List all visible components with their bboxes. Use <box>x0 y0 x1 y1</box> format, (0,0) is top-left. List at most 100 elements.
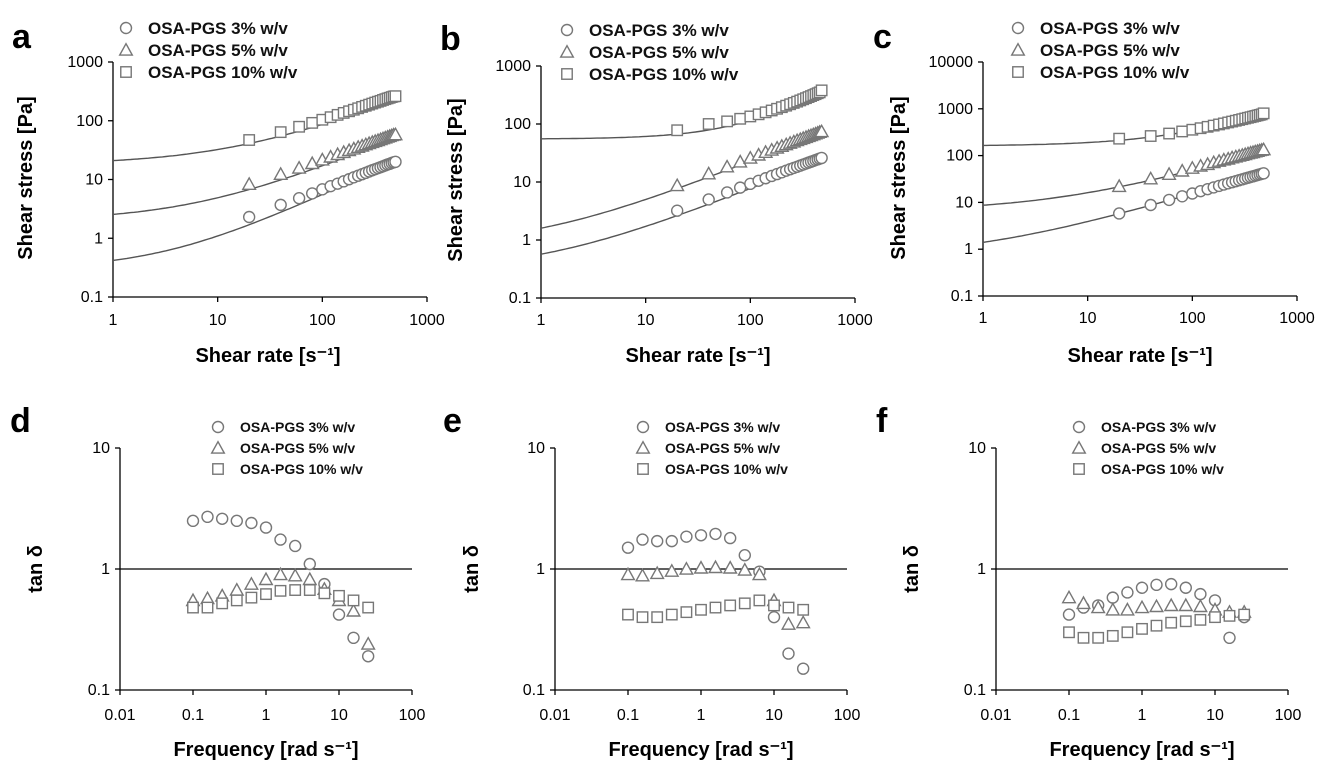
series-square <box>112 90 402 162</box>
legend-label: OSA-PGS 3% w/v <box>1101 419 1216 435</box>
data-point <box>274 533 287 546</box>
data-point <box>274 584 287 597</box>
y-tick-label: 1000 <box>937 101 973 118</box>
x-tick-label: 100 <box>1275 707 1302 724</box>
data-point <box>1175 190 1189 203</box>
legend-marker-square <box>120 66 132 78</box>
data-point <box>702 118 715 130</box>
x-tick-label: 1 <box>1138 707 1147 724</box>
y-tick-label: 0.1 <box>88 682 110 699</box>
data-point <box>782 601 795 614</box>
data-point <box>1164 577 1178 591</box>
panel-letter: e <box>443 402 462 440</box>
data-point <box>361 650 375 663</box>
x-axis-title: Shear rate [s⁻¹] <box>1067 345 1212 367</box>
data-point <box>678 561 694 575</box>
y-tick-label: 1 <box>522 232 531 249</box>
data-point <box>186 514 200 528</box>
data-point <box>332 608 346 621</box>
series-circle <box>540 151 828 255</box>
y-axis-title: tan δ <box>25 545 47 593</box>
data-point <box>1179 615 1192 628</box>
data-point <box>709 527 722 541</box>
data-point <box>245 591 258 604</box>
data-point <box>719 159 735 173</box>
data-point <box>289 584 302 596</box>
legend-label: OSA-PGS 10% w/v <box>665 461 788 477</box>
data-point <box>1178 597 1194 612</box>
legend-label: OSA-PGS 10% w/v <box>589 65 739 84</box>
y-tick-label: 1 <box>964 241 973 258</box>
data-point <box>1112 207 1126 220</box>
x-tick-label: 1000 <box>409 312 445 329</box>
series-circle <box>982 167 1270 244</box>
data-point <box>187 601 199 614</box>
panel-letter: c <box>873 18 892 56</box>
x-tick-label: 1 <box>537 312 546 329</box>
legend-label: OSA-PGS 10% w/v <box>240 461 363 477</box>
series-square <box>622 594 810 624</box>
data-point <box>693 560 709 574</box>
data-point <box>768 599 780 612</box>
y-tick-label: 0.1 <box>964 682 986 699</box>
data-point <box>347 594 360 607</box>
data-point <box>287 567 303 582</box>
x-axis-title: Shear rate [s⁻¹] <box>625 345 770 367</box>
x-tick-label: 10 <box>765 707 783 724</box>
data-point <box>664 563 680 577</box>
y-tick-label: 10 <box>513 174 531 191</box>
data-point <box>622 608 634 621</box>
data-point <box>814 123 830 138</box>
data-point <box>242 210 256 224</box>
legend-marker-triangle <box>1071 440 1087 454</box>
series-triangle <box>620 559 811 630</box>
x-tick-label: 100 <box>399 707 426 724</box>
data-point <box>649 565 665 580</box>
legend-label: OSA-PGS 5% w/v <box>148 41 288 60</box>
data-point <box>1121 586 1134 599</box>
data-point <box>273 166 289 181</box>
data-point <box>1063 626 1075 639</box>
data-point <box>201 601 214 614</box>
y-tick-label: 10 <box>527 440 545 457</box>
data-point <box>1136 622 1148 635</box>
chart-panel-c: c 0.1 1 10 100 1000 10000 1 10 100 1000 Shear rate … <box>873 18 1315 367</box>
series-square <box>1063 608 1251 644</box>
data-point <box>1223 609 1236 622</box>
data-point <box>782 647 795 660</box>
x-tick-label: 10 <box>209 312 227 329</box>
chart-panel-b: b 0.1 1 10 100 1000 1 10 100 1000 Shear rate [s⁻¹]… <box>440 20 873 367</box>
data-point <box>1134 599 1150 614</box>
data-point <box>751 566 767 581</box>
data-point <box>636 533 649 546</box>
data-point <box>1113 132 1126 145</box>
data-point <box>1106 591 1119 604</box>
data-point <box>695 603 707 616</box>
data-point <box>274 198 287 212</box>
x-tick-label: 0.1 <box>1058 707 1080 724</box>
data-point <box>258 571 274 586</box>
data-point <box>291 160 307 174</box>
data-point <box>1238 608 1251 621</box>
data-point <box>360 636 376 650</box>
data-point <box>651 611 664 624</box>
series-square <box>541 84 828 140</box>
data-point <box>1257 167 1270 180</box>
y-tick-label: 1000 <box>67 54 103 71</box>
x-tick-label: 1000 <box>1279 310 1315 327</box>
data-point <box>732 154 748 168</box>
data-point <box>1174 163 1190 177</box>
data-point <box>243 576 259 590</box>
data-point <box>1076 595 1091 610</box>
data-point <box>303 584 316 596</box>
data-point <box>737 562 753 576</box>
y-tick-label: 1 <box>977 561 986 578</box>
data-point <box>201 510 214 524</box>
data-point <box>1163 597 1179 612</box>
data-point <box>1077 631 1090 644</box>
x-axis-title: Frequency [rad s⁻¹] <box>173 739 358 761</box>
data-point <box>389 155 402 169</box>
series-triangle <box>112 126 403 216</box>
x-tick-label: 0.01 <box>104 707 135 724</box>
data-point <box>680 530 693 543</box>
